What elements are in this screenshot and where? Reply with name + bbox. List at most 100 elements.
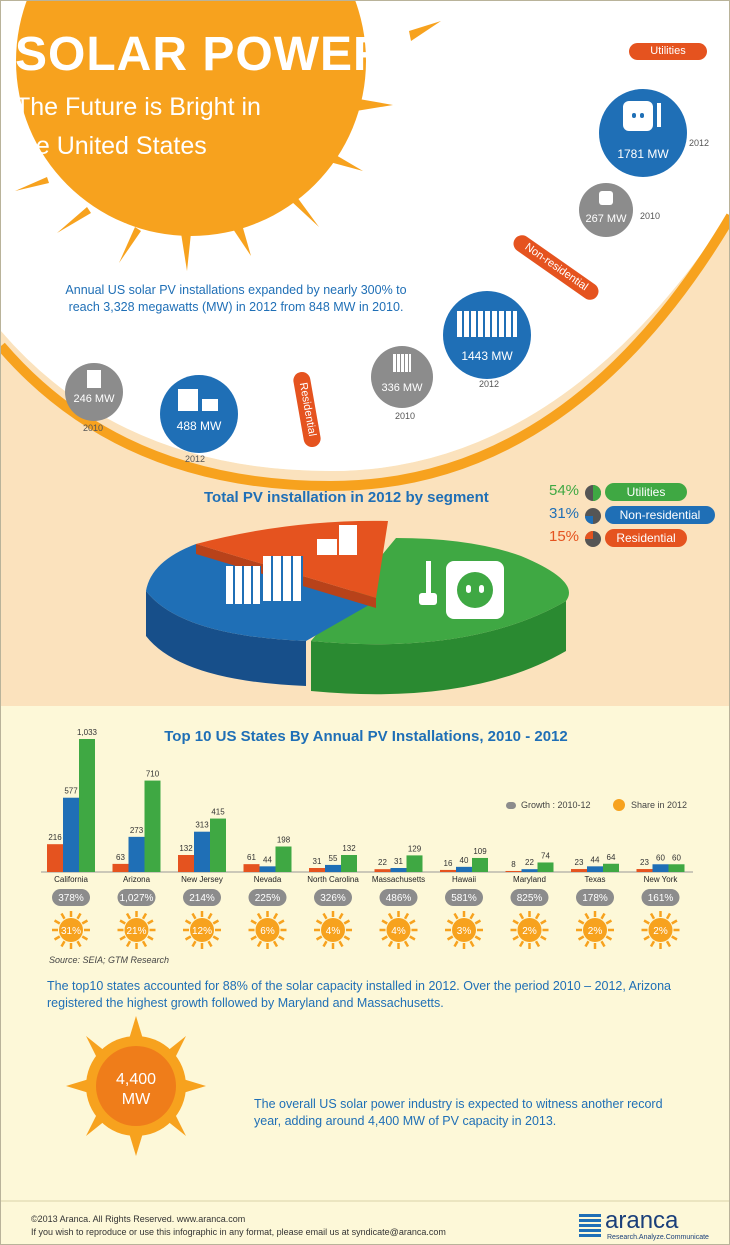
sun-ray: [600, 940, 606, 948]
sun-ray: [125, 940, 132, 948]
forecast-unit: MW: [121, 1091, 151, 1108]
sun-ray: [322, 912, 328, 920]
share-sun: [386, 918, 411, 942]
sun-ray: [577, 935, 585, 941]
sun-ray: [534, 912, 541, 920]
forecast-sun: [96, 1046, 176, 1126]
sun-ray: [534, 940, 541, 948]
sun-ray: [387, 940, 394, 948]
sun-ray: [119, 935, 126, 941]
sun-ray: [272, 940, 279, 948]
sun-ray: [474, 935, 482, 941]
bar: [341, 855, 357, 872]
sun-ray: [60, 940, 66, 948]
sun-ray: [409, 919, 416, 925]
nonresidential-2012-value: 1443 MW: [461, 349, 513, 363]
sun-ray: [643, 935, 650, 941]
sun-ray: [665, 940, 672, 948]
building-icon: [178, 389, 198, 411]
utilities-2010-year: 2010: [640, 211, 661, 221]
sun-ray: [191, 940, 197, 948]
growth-value: 214%: [189, 893, 215, 904]
share-value: 2%: [653, 926, 668, 937]
bar-value-label: 216: [48, 833, 62, 842]
bar: [456, 866, 472, 872]
bar: [472, 857, 488, 872]
sun-ray: [518, 940, 525, 948]
sun-ray: [403, 912, 410, 920]
bar: [259, 866, 276, 872]
category-label: Texas: [585, 875, 606, 884]
sun-ray: [147, 935, 154, 941]
page-subtitle-line2: the United States: [15, 132, 207, 160]
bar: [668, 864, 685, 872]
growth-pill: [379, 889, 418, 906]
sun-ray: [540, 919, 547, 925]
share-value: 6%: [260, 926, 275, 937]
summary-line1: The top10 states accounted for 88% of th…: [47, 979, 672, 993]
nonresidential-2010-value: 336 MW: [381, 382, 423, 394]
sun-ray: [469, 940, 475, 948]
footer-copyright: ©2013 Aranca. All Rights Reserved. www.a…: [31, 1214, 246, 1224]
category-label: California: [54, 875, 88, 884]
share-sun: [583, 918, 607, 942]
residential-2010-year: 2010: [83, 423, 104, 433]
bar: [537, 862, 554, 872]
growth-pill: [117, 889, 156, 906]
sun-ray: [250, 935, 257, 941]
bar-value-label: 577: [64, 787, 78, 796]
bar: [112, 863, 129, 872]
legend-pie-icon: [585, 531, 601, 547]
growth-value: 161%: [648, 893, 674, 904]
sun-ray: [184, 919, 192, 925]
bar: [374, 869, 391, 872]
sun-ray: [540, 935, 547, 941]
sun-ray: [147, 919, 154, 925]
sun-ray: [649, 940, 656, 948]
growth-value: 326%: [320, 893, 346, 904]
intro-line2: reach 3,328 megawatts (MW) in 2012 from …: [68, 300, 404, 314]
page-title: SOLAR POWER: [15, 28, 389, 81]
growth-value: 486%: [386, 893, 412, 904]
forecast-line1: The overall US solar power industry is e…: [254, 1097, 663, 1111]
sun-ray: [81, 935, 89, 941]
share-value: 2%: [522, 926, 537, 937]
bar-value-label: 74: [541, 851, 550, 860]
sun-ray: [76, 940, 82, 948]
bar: [47, 844, 63, 872]
sun-ray: [81, 919, 89, 925]
growth-pill: [445, 889, 483, 906]
bar: [521, 869, 538, 872]
share-value: 4%: [391, 926, 406, 937]
share-sun: [255, 918, 280, 942]
aranca-logo-icon: [579, 1213, 601, 1237]
utilities-2010-value: 267 MW: [585, 213, 627, 225]
sun-ray: [469, 912, 475, 920]
bar-value-label: 132: [179, 844, 193, 853]
legend-utilities-label: Utilities: [605, 483, 687, 501]
bar: [652, 864, 669, 872]
bar-value-label: 55: [329, 854, 338, 863]
sun-ray: [256, 912, 263, 920]
sun-ray: [191, 912, 197, 920]
solar-panels-icon: [457, 311, 517, 337]
intro-line1: Annual US solar PV installations expande…: [65, 283, 407, 297]
bar-value-label: 64: [607, 853, 616, 862]
sun-ray: [53, 919, 61, 925]
nonresidential-2012-circle: 1443 MW: [443, 291, 531, 379]
growth-pill: [314, 889, 352, 906]
sun-ray: [343, 935, 351, 941]
sun-ray: [605, 919, 613, 925]
category-label: North Carolina: [307, 875, 359, 884]
bar-value-label: 129: [408, 844, 422, 853]
sun-ray: [409, 935, 416, 941]
growth-pill: [52, 889, 90, 906]
bar: [390, 868, 407, 872]
sun-rays-top: [15, 21, 441, 271]
category-label: Maryland: [513, 875, 546, 884]
solar-panel-icon: [226, 566, 261, 604]
sun-ray: [315, 919, 323, 925]
sun-ray: [671, 935, 678, 941]
bar: [144, 780, 161, 872]
